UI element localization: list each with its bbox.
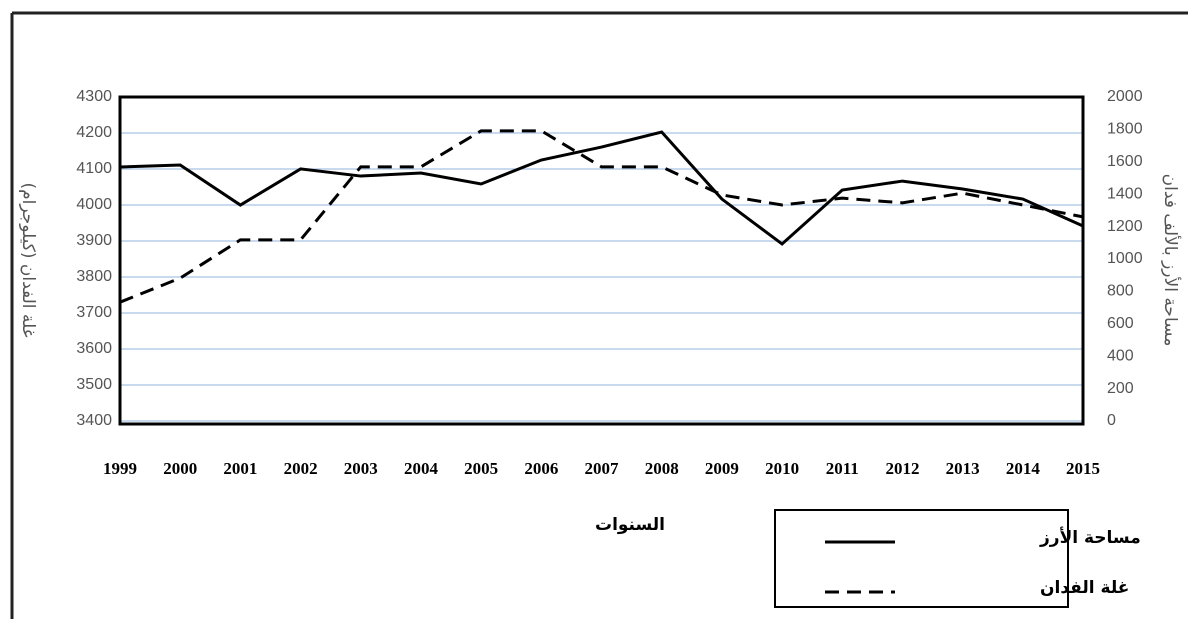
x-tick-label: 2000 [163,459,197,478]
x-tick-label: 2010 [765,459,799,478]
x-tick-label: 2012 [885,459,919,478]
x-tick-label: 2007 [585,459,620,478]
y2-tick-label: 1400 [1107,185,1143,202]
y-tick-label: 4100 [76,160,112,177]
legend-label: مساحة الأرز [1039,527,1141,548]
x-tick-label: 2014 [1006,459,1041,478]
y2-tick-label: 1200 [1107,218,1143,235]
x-tick-label: 2008 [645,459,679,478]
y-axis-title: غلة الفدان (كيلوجرام) [18,182,38,337]
y2-tick-label: 1800 [1107,121,1143,138]
y2-tick-label: 200 [1107,380,1134,397]
x-tick-label: 2015 [1066,459,1100,478]
y2-tick-label: 0 [1107,412,1116,429]
legend-label: غلة الفدان [1040,578,1129,598]
x-tick-label: 2009 [705,459,739,478]
y-tick-label: 4000 [76,196,112,213]
y-tick-label: 3800 [76,268,112,285]
plot-frame [118,95,1085,426]
y2-tick-label: 600 [1107,315,1134,332]
x-axis-title: السنوات [595,515,665,535]
y-tick-label: 3700 [76,304,112,321]
y2-tick-label: 800 [1107,283,1134,300]
y2-axis-title: مساحة الأرز بالألف فدان [1160,174,1181,347]
y-tick-label: 3500 [76,376,112,393]
y2-tick-label: 1000 [1107,250,1143,267]
y-tick-label: 3900 [76,232,112,249]
y-tick-label: 3600 [76,340,112,357]
y2-tick-label: 2000 [1107,88,1143,105]
x-tick-label: 2011 [826,459,859,478]
y-tick-label: 4200 [76,124,112,141]
x-tick-label: 2005 [464,459,498,478]
series-line [119,129,1084,304]
y-tick-label: 4300 [76,88,112,105]
x-tick-label: 2003 [344,459,378,478]
x-tick-label: 2001 [223,459,257,478]
x-tick-label: 2006 [524,459,558,478]
x-tick-label: 2002 [284,459,318,478]
x-tick-label: 2004 [404,459,439,478]
x-tick-label: 1999 [103,459,137,478]
y2-tick-label: 400 [1107,347,1134,364]
legend-box [774,509,1069,608]
y-tick-label: 3400 [76,412,112,429]
y2-tick-label: 1600 [1107,153,1143,170]
x-tick-label: 2013 [946,459,980,478]
series-line [119,130,1084,246]
